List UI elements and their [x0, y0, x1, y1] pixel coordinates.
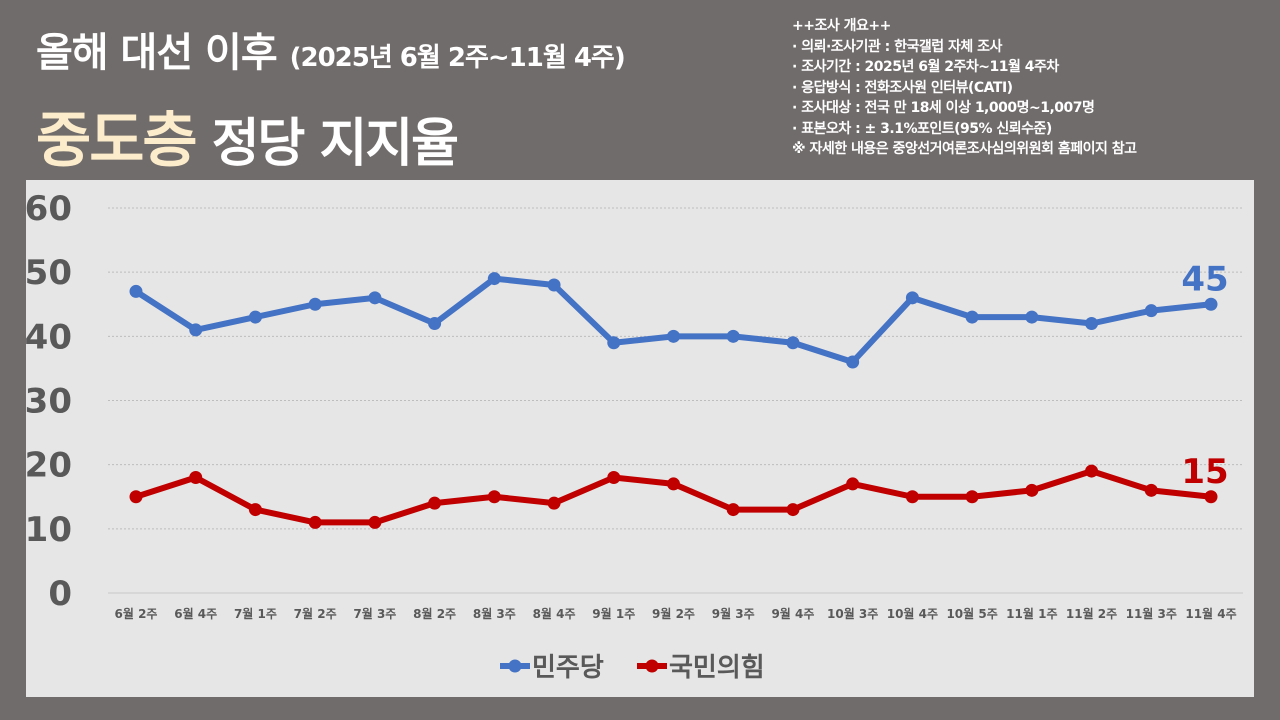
data-point: [189, 323, 203, 337]
x-tick-label: 8월 4주: [533, 606, 576, 621]
y-tick-label: 30: [25, 382, 72, 422]
data-point: [248, 503, 262, 517]
x-tick-label: 7월 1주: [234, 606, 277, 621]
data-point: [905, 291, 919, 305]
x-tick-label: 10월 4주: [887, 606, 938, 621]
data-point: [905, 490, 919, 504]
survey-line: · 의뢰·조사기관 : 한국갤럽 자체 조사: [792, 38, 1002, 55]
data-point: [487, 490, 501, 504]
data-point: [189, 471, 203, 484]
title-rest: 정당 지지율: [211, 114, 459, 174]
data-point: [428, 317, 442, 330]
data-point: [1144, 483, 1158, 497]
data-point: [129, 284, 143, 298]
legend-label: 국민의힘: [669, 653, 765, 683]
x-tick-label: 11월 1주: [1006, 606, 1057, 621]
x-tick-label: 10월 5주: [946, 606, 997, 621]
survey-note: ※ 자세한 내용은 중앙선거여론조사심의위원회 홈페이지 참고: [792, 141, 1137, 157]
legend-item: 국민의힘: [637, 653, 765, 683]
x-axis: 6월 2주 6월 4주 7월 1주 7월 2주 7월 3주 8월 2주 8월 3주 8월 4주…: [115, 606, 1237, 621]
x-tick-label: 6월 4주: [174, 606, 217, 621]
data-point: [1204, 490, 1218, 504]
end-value-label: 45: [1181, 259, 1228, 299]
data-point: [248, 310, 262, 324]
x-tick-label: 9월 1주: [592, 606, 635, 621]
series-democratic: 45: [129, 259, 1229, 369]
x-tick-label: 10월 3주: [827, 606, 878, 621]
x-tick-label: 11월 3주: [1126, 606, 1177, 621]
series-line: [134, 275, 1212, 365]
survey-line: · 응답방식 : 전화조사원 인터뷰(CATI): [792, 79, 1013, 96]
x-tick-label: 11월 4주: [1185, 606, 1236, 621]
data-point: [667, 477, 680, 491]
legend-marker-icon: [645, 659, 659, 673]
data-point: [1144, 304, 1158, 318]
x-tick-label: 7월 2주: [294, 606, 337, 621]
x-tick-label: 11월 2주: [1066, 606, 1117, 621]
x-tick-label: 9월 2주: [652, 606, 695, 621]
x-tick-label: 6월 2주: [115, 606, 158, 621]
data-point: [428, 496, 442, 510]
x-tick-label: 8월 2주: [413, 606, 456, 621]
y-tick-label: 50: [25, 253, 72, 293]
legend: 민주당 국민의힘: [500, 653, 765, 683]
y-tick-label: 10: [25, 510, 72, 550]
data-point: [1085, 464, 1099, 478]
data-point: [368, 515, 382, 529]
survey-heading: ++조사 개요++: [792, 18, 891, 34]
data-point: [786, 336, 800, 350]
data-point: [846, 477, 860, 491]
data-point: [786, 503, 800, 517]
data-point: [1085, 317, 1099, 330]
gridlines: [108, 207, 1243, 594]
data-point: [667, 329, 680, 343]
data-point: [547, 278, 561, 292]
legend-label: 민주당: [532, 653, 604, 683]
data-point: [547, 496, 561, 510]
data-point: [308, 297, 322, 311]
data-point: [846, 355, 860, 369]
survey-line: · 조사대상 : 전국 만 18세 이상 1,000명~1,007명: [792, 100, 1095, 116]
legend-item: 민주당: [500, 653, 604, 683]
data-point: [726, 503, 740, 517]
data-point: [965, 490, 979, 504]
title-period: (2025년 6월 2주~11월 4주): [289, 43, 626, 73]
data-point: [129, 490, 143, 504]
data-point: [607, 471, 621, 484]
chart-panel: [26, 180, 1254, 697]
survey-info: ++조사 개요++ · 의뢰·조사기관 : 한국갤럽 자체 조사 · 조사기간 …: [792, 16, 1137, 160]
chart-title-line1: 올해 대선 이후 (2025년 6월 2주~11월 4주): [36, 20, 626, 78]
end-value-label: 15: [1181, 452, 1228, 492]
data-point: [1025, 483, 1039, 497]
survey-line: · 표본오차 : ± 3.1%포인트(95% 신뢰수준): [792, 120, 1052, 137]
x-tick-label: 7월 3주: [353, 606, 396, 621]
survey-line: · 조사기간 : 2025년 6월 2주차~11월 4주차: [792, 59, 1059, 75]
data-point: [965, 310, 979, 324]
y-tick-label: 20: [25, 446, 72, 486]
title-main: 올해 대선 이후: [36, 30, 278, 76]
title-highlight: 중도층: [36, 106, 198, 176]
data-point: [607, 336, 621, 350]
y-axis: 0 10 20 30 40 50 60: [25, 189, 72, 614]
x-tick-label: 9월 3주: [712, 606, 755, 621]
data-point: [726, 329, 740, 343]
data-point: [308, 515, 322, 529]
data-point: [368, 291, 382, 305]
legend-marker-icon: [508, 659, 522, 673]
data-point: [1204, 297, 1218, 311]
data-point: [487, 272, 501, 286]
series-lines: 45 15: [129, 259, 1229, 529]
x-tick-label: 9월 4주: [771, 606, 814, 621]
series-ppp: 15: [129, 452, 1229, 529]
y-tick-label: 40: [25, 317, 72, 357]
y-tick-label: 60: [25, 189, 72, 229]
y-tick-label: 0: [48, 574, 72, 614]
x-tick-label: 8월 3주: [473, 606, 516, 621]
data-point: [1025, 310, 1039, 324]
chart-title-line2: 중도층 정당 지지율: [36, 92, 459, 179]
